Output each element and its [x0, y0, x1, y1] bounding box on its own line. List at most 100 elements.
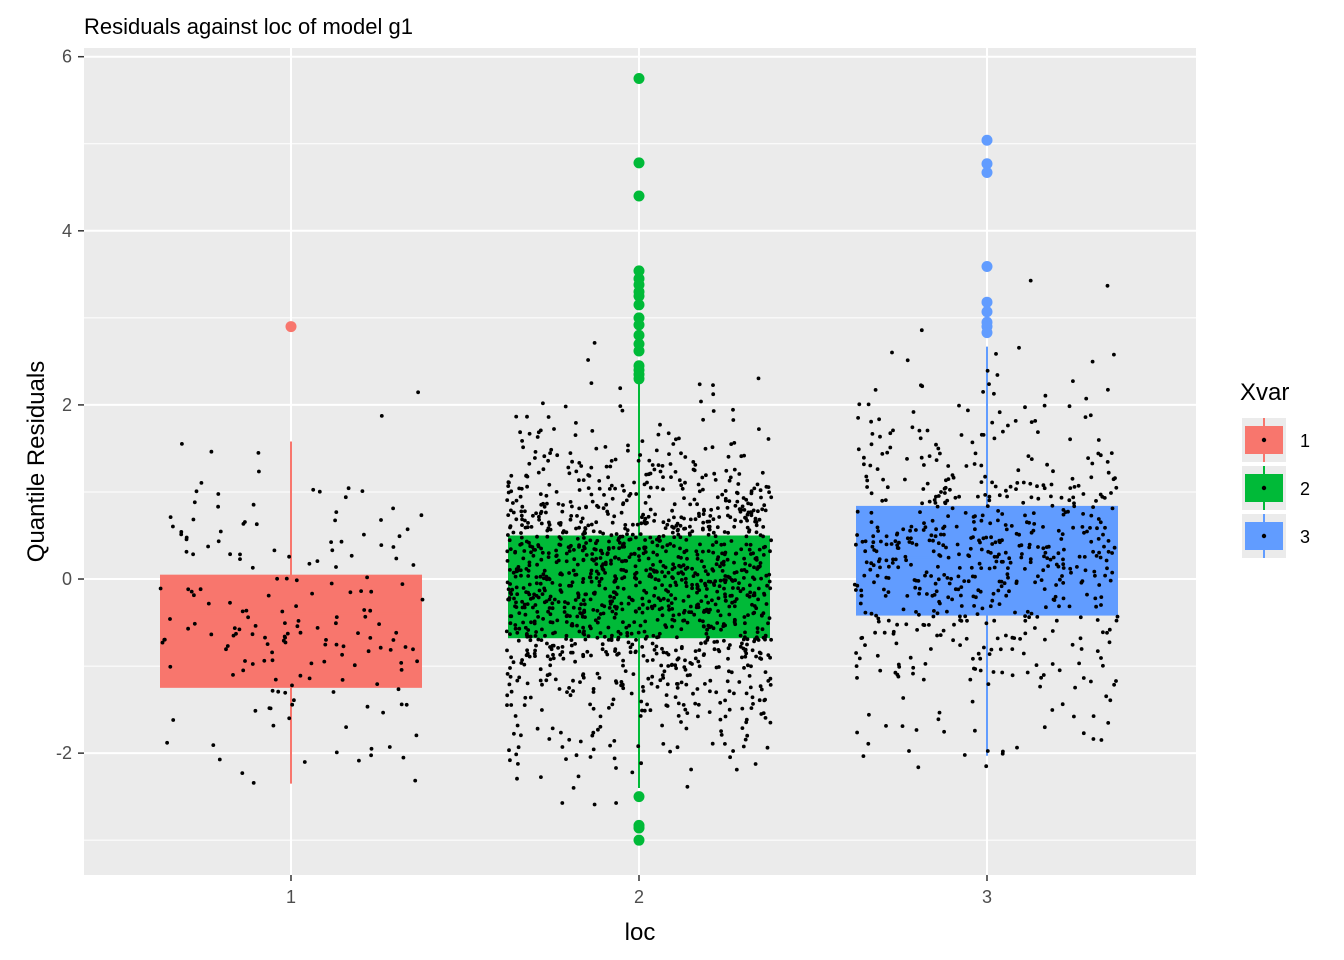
jitter-point-1	[283, 690, 288, 695]
jitter-point-1	[256, 451, 261, 455]
jitter-point-1	[171, 524, 175, 529]
jitter-point-3	[1017, 532, 1021, 537]
jitter-point-3	[866, 402, 871, 407]
jitter-point-2	[713, 579, 718, 584]
jitter-point-3	[929, 533, 934, 538]
jitter-point-2	[682, 496, 686, 500]
jitter-point-2	[518, 542, 523, 547]
outlier-2	[633, 822, 645, 834]
jitter-point-2	[723, 698, 727, 703]
jitter-point-2	[674, 666, 678, 671]
jitter-point-3	[989, 535, 993, 540]
jitter-point-3	[1061, 562, 1066, 567]
jitter-point-2	[604, 650, 608, 654]
jitter-point-2	[568, 451, 573, 455]
jitter-point-3	[917, 591, 921, 596]
jitter-point-2	[594, 541, 598, 546]
jitter-point-2	[586, 473, 591, 477]
jitter-point-2	[529, 525, 534, 529]
jitter-point-1	[411, 647, 415, 652]
jitter-point-2	[676, 714, 681, 718]
jitter-point-2	[527, 461, 532, 466]
jitter-point-1	[369, 746, 374, 751]
jitter-point-1	[282, 634, 287, 639]
jitter-point-2	[653, 586, 658, 590]
jitter-point-3	[1069, 570, 1073, 575]
jitter-point-3	[1044, 605, 1048, 610]
jitter-point-2	[642, 546, 647, 551]
jitter-point-2	[600, 566, 605, 571]
jitter-point-2	[758, 488, 763, 493]
jitter-point-1	[357, 758, 361, 763]
jitter-point-2	[664, 703, 669, 708]
jitter-point-2	[728, 475, 733, 480]
jitter-point-3	[991, 591, 996, 596]
jitter-point-3	[1112, 352, 1116, 357]
jitter-point-2	[661, 487, 665, 492]
jitter-point-2	[588, 702, 592, 707]
jitter-point-2	[580, 548, 585, 553]
jitter-point-2	[691, 460, 696, 464]
outlier-3	[981, 306, 993, 318]
jitter-point-1	[211, 743, 216, 747]
jitter-point-2	[582, 632, 587, 637]
jitter-point-2	[545, 654, 550, 659]
jitter-point-2	[618, 632, 623, 636]
jitter-point-3	[1029, 611, 1034, 616]
jitter-point-2	[554, 554, 559, 558]
jitter-point-2	[660, 646, 664, 651]
jitter-point-2	[707, 527, 712, 532]
jitter-point-2	[729, 670, 734, 675]
jitter-point-2	[644, 568, 649, 573]
jitter-point-2	[535, 562, 539, 567]
jitter-point-1	[206, 544, 211, 549]
jitter-point-3	[953, 495, 958, 500]
jitter-point-3	[917, 586, 922, 591]
jitter-point-2	[655, 685, 660, 689]
jitter-point-3	[1098, 492, 1103, 497]
jitter-point-3	[860, 635, 865, 640]
jitter-point-3	[997, 493, 1002, 498]
jitter-point-1	[339, 539, 344, 544]
jitter-point-2	[507, 596, 512, 600]
jitter-point-2	[637, 558, 642, 562]
jitter-point-2	[556, 646, 560, 650]
jitter-point-3	[869, 611, 874, 616]
jitter-point-2	[535, 610, 540, 614]
jitter-point-1	[394, 630, 399, 635]
jitter-point-2	[677, 436, 681, 441]
jitter-point-2	[630, 642, 635, 647]
jitter-point-1	[241, 522, 246, 526]
jitter-point-3	[887, 564, 891, 569]
jitter-point-2	[575, 623, 579, 628]
jitter-point-2	[658, 678, 663, 683]
jitter-point-2	[653, 512, 657, 517]
jitter-point-2	[548, 663, 553, 668]
jitter-point-2	[660, 673, 665, 677]
jitter-point-3	[1060, 574, 1064, 578]
jitter-point-2	[516, 745, 521, 750]
jitter-point-3	[1113, 476, 1117, 480]
jitter-point-1	[414, 733, 419, 738]
legend-key-point-3	[1261, 533, 1267, 539]
jitter-point-3	[936, 717, 941, 722]
jitter-point-2	[613, 604, 617, 609]
jitter-point-2	[755, 567, 760, 571]
jitter-point-3	[947, 581, 952, 586]
jitter-point-3	[865, 485, 869, 489]
jitter-point-2	[696, 659, 701, 664]
jitter-point-2	[706, 610, 711, 615]
jitter-point-1	[391, 638, 396, 642]
jitter-point-2	[577, 461, 582, 465]
jitter-point-1	[270, 688, 275, 693]
jitter-point-2	[701, 487, 705, 492]
jitter-point-2	[668, 542, 673, 546]
jitter-point-3	[1057, 604, 1061, 609]
jitter-point-3	[1046, 544, 1051, 549]
jitter-point-2	[733, 599, 737, 604]
jitter-point-2	[541, 401, 545, 406]
jitter-point-3	[1081, 731, 1086, 736]
jitter-point-2	[723, 742, 727, 746]
jitter-point-3	[927, 538, 932, 543]
jitter-point-2	[572, 557, 577, 562]
